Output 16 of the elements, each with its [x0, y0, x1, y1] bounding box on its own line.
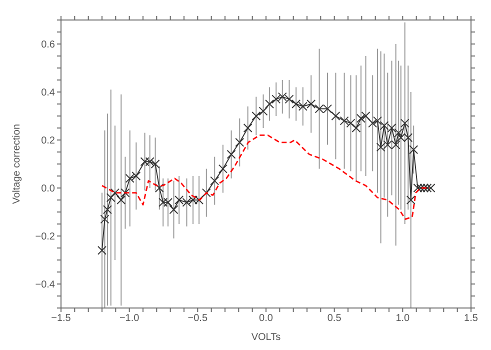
- x-tick-label: −1.5: [51, 313, 72, 324]
- x-tick-label: 0.5: [327, 313, 342, 324]
- x-tick-label: 1.0: [396, 313, 410, 324]
- y-tick-label: 0.2: [41, 136, 56, 147]
- y-tick-label: 0.4: [41, 88, 56, 99]
- x-tick-label: 0.0: [259, 313, 274, 324]
- line-series: [101, 134, 431, 220]
- y-tick-label: 0.0: [41, 184, 56, 195]
- y-axis-title: Voltage correction: [12, 124, 23, 204]
- x-tick-label: −1.0: [119, 313, 140, 324]
- x-tick-label: −0.5: [188, 313, 208, 324]
- x-axis-title: VOLTs: [251, 332, 281, 343]
- x-tick-label: 1.5: [464, 313, 478, 324]
- y-tick-label: 0.6: [41, 40, 56, 51]
- y-tick-label: −0.2: [35, 232, 56, 243]
- y-tick-label: −0.4: [35, 280, 56, 291]
